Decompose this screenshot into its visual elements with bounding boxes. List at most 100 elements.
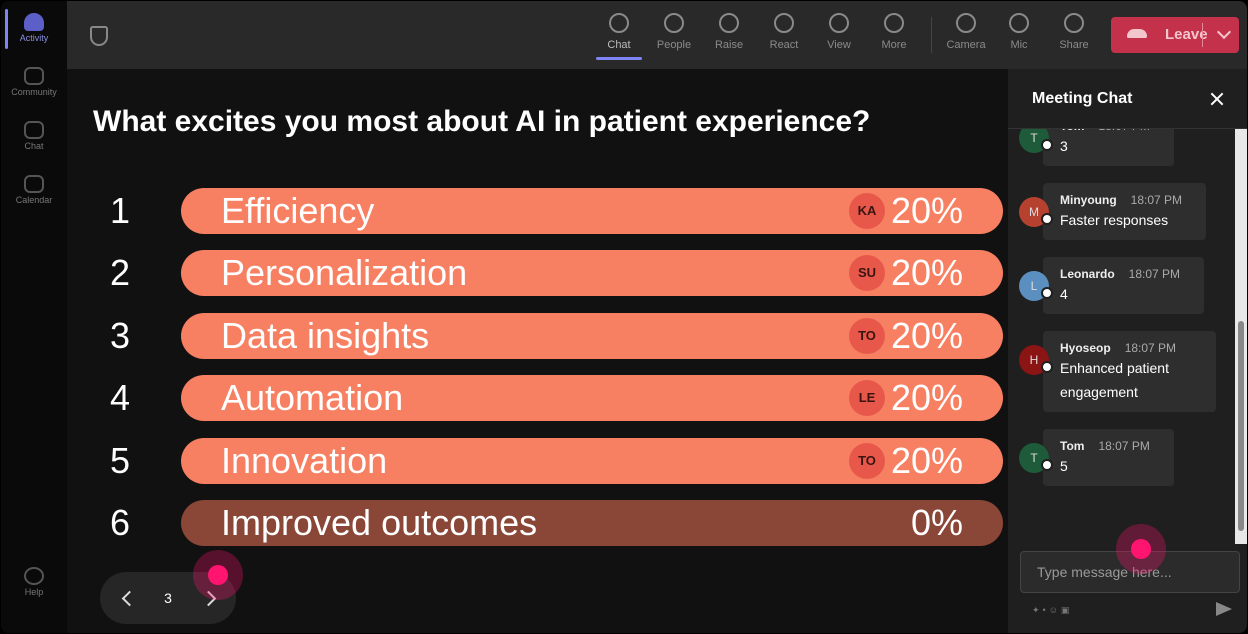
message-input[interactable]: Type message here... bbox=[1020, 551, 1240, 593]
message-meta: Hyoseop 18:07 PM bbox=[1060, 341, 1192, 355]
active-indicator bbox=[5, 9, 8, 49]
message-card: Hyoseop 18:07 PM Enhanced patient engageme… bbox=[1043, 331, 1216, 412]
close-button[interactable] bbox=[1209, 91, 1225, 107]
sidebar-icon bbox=[24, 13, 44, 31]
option-rank: 2 bbox=[109, 252, 131, 294]
chat-message: H Hyoseop 18:07 PM Enhanced patient engagem… bbox=[1008, 331, 1216, 412]
send-button[interactable] bbox=[1216, 602, 1232, 616]
message-text: Faster responses bbox=[1060, 212, 1169, 228]
message-meta: Tom 18:07 PM bbox=[1060, 439, 1150, 453]
toolbar-button[interactable]: React bbox=[758, 13, 810, 51]
toolbar-button[interactable]: View bbox=[813, 13, 865, 51]
toolbar-icon bbox=[664, 13, 684, 33]
chat-panel: Meeting Chat T Tom 18:07 PM 3 M Minyoung 18:07… bbox=[1008, 69, 1247, 633]
poll-question: What excites you most about AI in patien… bbox=[93, 105, 871, 138]
toolbar-icon bbox=[956, 13, 976, 33]
author: Minyoung bbox=[1060, 193, 1117, 207]
toolbar-button[interactable]: Camera bbox=[940, 13, 992, 51]
poll-option: 1 Efficiency KA 20% bbox=[97, 188, 1003, 234]
voter-badge: LE bbox=[849, 380, 885, 417]
leave-button[interactable]: Leave bbox=[1111, 17, 1239, 53]
poll-option: 4 Automation LE 20% bbox=[97, 375, 1003, 422]
poll-option: 2 Personalization SU 20% bbox=[97, 250, 1003, 297]
poll-option: 3 Data insights TO 20% bbox=[97, 312, 1003, 359]
sidebar: Help Activity Community Chat Calendar bbox=[1, 1, 67, 633]
toolbar-label: People bbox=[656, 39, 692, 51]
cursor-highlight bbox=[1116, 524, 1166, 574]
option-rank: 4 bbox=[109, 377, 131, 419]
security-icon[interactable] bbox=[90, 26, 108, 46]
chat-message: T Tom 18:07 PM 5 bbox=[1008, 429, 1216, 486]
avatar: L bbox=[1019, 271, 1053, 301]
option-label: Data insights bbox=[221, 314, 430, 356]
help-icon bbox=[24, 567, 44, 585]
dropdown-icon[interactable] bbox=[1216, 24, 1232, 40]
author: Tom bbox=[1060, 439, 1085, 453]
option-rank: 3 bbox=[109, 314, 131, 356]
option-rank: 6 bbox=[109, 502, 131, 543]
leave-label: Leave bbox=[1165, 26, 1208, 43]
message-text: Enhanced patient engagement bbox=[1060, 360, 1169, 400]
toolbar-button[interactable]: Mic bbox=[993, 13, 1045, 51]
toolbar-button[interactable]: Chat bbox=[593, 13, 645, 60]
message-text: 3 bbox=[1060, 138, 1068, 154]
avatar: T bbox=[1019, 443, 1053, 473]
sidebar-item[interactable]: Calendar bbox=[1, 175, 67, 205]
toolbar-label: Share bbox=[1059, 39, 1089, 51]
message-text: 5 bbox=[1060, 458, 1068, 474]
option-bar bbox=[181, 500, 1003, 546]
toolbar-button[interactable]: Share bbox=[1048, 13, 1100, 51]
scrollbar[interactable] bbox=[1235, 129, 1247, 544]
scroll-thumb[interactable] bbox=[1238, 321, 1244, 531]
timestamp: 18:07 PM bbox=[1130, 193, 1183, 207]
sidebar-item[interactable]: Activity bbox=[1, 13, 67, 43]
format-icons[interactable]: ✦•☺▣ bbox=[1032, 605, 1073, 615]
author: Leonardo bbox=[1060, 267, 1115, 281]
toolbar-label: Chat bbox=[607, 39, 631, 51]
help-button[interactable]: Help bbox=[1, 567, 67, 597]
message-meta: Leonardo 18:07 PM bbox=[1060, 267, 1180, 281]
toolbar-button[interactable]: Raise bbox=[703, 13, 755, 51]
toolbar-icon bbox=[1009, 13, 1029, 33]
separator bbox=[931, 17, 932, 53]
sidebar-label: Calendar bbox=[15, 195, 53, 205]
toolbar-icon bbox=[829, 13, 849, 33]
toolbar-icon bbox=[774, 13, 794, 33]
chat-message: M Minyoung 18:07 PM Faster responses bbox=[1008, 183, 1216, 240]
poll-stage: What excites you most about AI in patien… bbox=[67, 69, 1008, 633]
timestamp: 18:07 PM bbox=[1098, 439, 1150, 453]
message-text: 4 bbox=[1060, 286, 1068, 302]
option-label: Innovation bbox=[221, 439, 388, 481]
toolbar-label: React bbox=[769, 39, 799, 51]
sidebar-item[interactable]: Chat bbox=[1, 121, 67, 151]
message-meta: Tom 18:07 PM bbox=[1060, 129, 1150, 133]
sidebar-icon bbox=[24, 67, 44, 85]
toolbar: Leave Chat People Raise React View More Camera… bbox=[67, 1, 1247, 69]
message-list: T Tom 18:07 PM 3 M Minyoung 18:07 PM Faster res… bbox=[1008, 129, 1233, 544]
page-number: 3 bbox=[164, 590, 172, 606]
sidebar-icon bbox=[24, 175, 44, 193]
sidebar-label: Community bbox=[11, 87, 57, 97]
message-stack: T Tom 18:07 PM 3 M Minyoung 18:07 PM Faster res… bbox=[1008, 129, 1216, 486]
toolbar-button[interactable]: People bbox=[648, 13, 700, 51]
chat-title: Meeting Chat bbox=[1032, 90, 1133, 107]
chat-message: T Tom 18:07 PM 3 bbox=[1008, 129, 1216, 166]
option-label: Automation bbox=[221, 377, 404, 419]
toolbar-button[interactable]: More bbox=[868, 13, 920, 51]
option-percent: 20% bbox=[890, 314, 963, 356]
divider bbox=[1202, 23, 1203, 47]
toolbar-icon bbox=[1064, 13, 1084, 33]
sidebar-item[interactable]: Community bbox=[1, 67, 67, 97]
toolbar-icon bbox=[609, 13, 629, 33]
sidebar-label: Chat bbox=[24, 141, 44, 151]
toolbar-label: Raise bbox=[714, 39, 744, 51]
prev-button[interactable] bbox=[121, 590, 138, 607]
voter-badge: KA bbox=[849, 193, 885, 229]
cursor-highlight bbox=[193, 550, 243, 600]
voter-badge: SU bbox=[849, 255, 885, 292]
option-percent: 20% bbox=[890, 252, 963, 294]
option-percent: 20% bbox=[890, 190, 963, 231]
option-label: Improved outcomes bbox=[221, 502, 538, 543]
